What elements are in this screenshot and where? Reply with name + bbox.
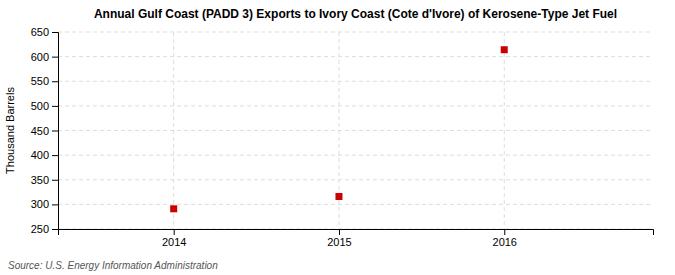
points <box>170 46 508 212</box>
y-tick: 550 <box>31 75 58 87</box>
y-grid-line <box>58 56 653 57</box>
x-grid-line <box>173 32 174 229</box>
x-tick-label: 2015 <box>327 236 351 248</box>
point <box>501 46 508 53</box>
point <box>335 193 342 200</box>
x-tick-mark <box>174 229 175 235</box>
y-tick-mark <box>52 106 58 107</box>
y-tick-mark <box>52 155 58 156</box>
y-tick: 400 <box>31 149 58 161</box>
y-tick-label: 550 <box>31 75 49 87</box>
y-tick: 300 <box>31 198 58 210</box>
x-tick-label: 2016 <box>493 236 517 248</box>
chart: 2014 2015 2016 250 300 350 400 450 500 550 600 650 A… <box>0 0 675 275</box>
y-tick-label: 400 <box>31 149 49 161</box>
x-tick-mark <box>504 229 505 235</box>
y-tick-label: 250 <box>31 223 49 235</box>
y-tick: 650 <box>31 26 58 38</box>
x-tick: 2016 <box>493 229 517 248</box>
x-axis-line <box>59 230 654 236</box>
y-grid-line <box>58 105 653 106</box>
y-tick-mark <box>52 180 58 181</box>
y-grid-line <box>58 204 653 205</box>
y-grid-line <box>58 179 653 180</box>
y-grid-line <box>58 130 653 131</box>
y-tick-label: 450 <box>31 125 49 137</box>
y-tick-label: 650 <box>31 26 49 38</box>
y-tick: 250 <box>31 223 58 235</box>
y-axis-title: Thousand Barrels <box>4 87 16 174</box>
y-grid-line <box>58 81 653 82</box>
y-grid-line <box>58 32 653 33</box>
grid <box>58 32 653 229</box>
x-tick: 2014 <box>162 229 186 248</box>
y-axis-line <box>52 33 59 230</box>
y-tick-label: 300 <box>31 198 49 210</box>
x-axis: 2014 2015 2016 <box>59 229 654 248</box>
y-tick-mark <box>52 204 58 205</box>
y-tick-mark <box>52 57 58 58</box>
x-tick: 2015 <box>327 229 351 248</box>
y-tick: 500 <box>31 100 58 112</box>
x-tick-label: 2014 <box>162 236 186 248</box>
plot-area: 2014 2015 2016 250 300 350 400 450 500 550 600 650 <box>31 26 654 248</box>
y-tick-mark <box>52 81 58 82</box>
x-tick-mark <box>339 229 340 235</box>
source-note: Source: U.S. Energy Information Administ… <box>8 260 218 271</box>
y-tick: 450 <box>31 125 58 137</box>
y-tick-label: 600 <box>31 51 49 63</box>
y-grid-line <box>58 155 653 156</box>
y-tick-mark <box>52 131 58 132</box>
y-tick-mark <box>52 229 58 230</box>
y-axis: 250 300 350 400 450 500 550 600 650 <box>31 26 59 235</box>
y-tick: 350 <box>31 174 58 186</box>
title: Annual Gulf Coast (PADD 3) Exports to Iv… <box>94 7 617 21</box>
y-tick-label: 500 <box>31 100 49 112</box>
x-grid-line <box>504 32 505 229</box>
y-tick-mark <box>52 32 58 33</box>
y-tick-label: 350 <box>31 174 49 186</box>
point <box>170 205 177 212</box>
y-tick: 600 <box>31 51 58 63</box>
